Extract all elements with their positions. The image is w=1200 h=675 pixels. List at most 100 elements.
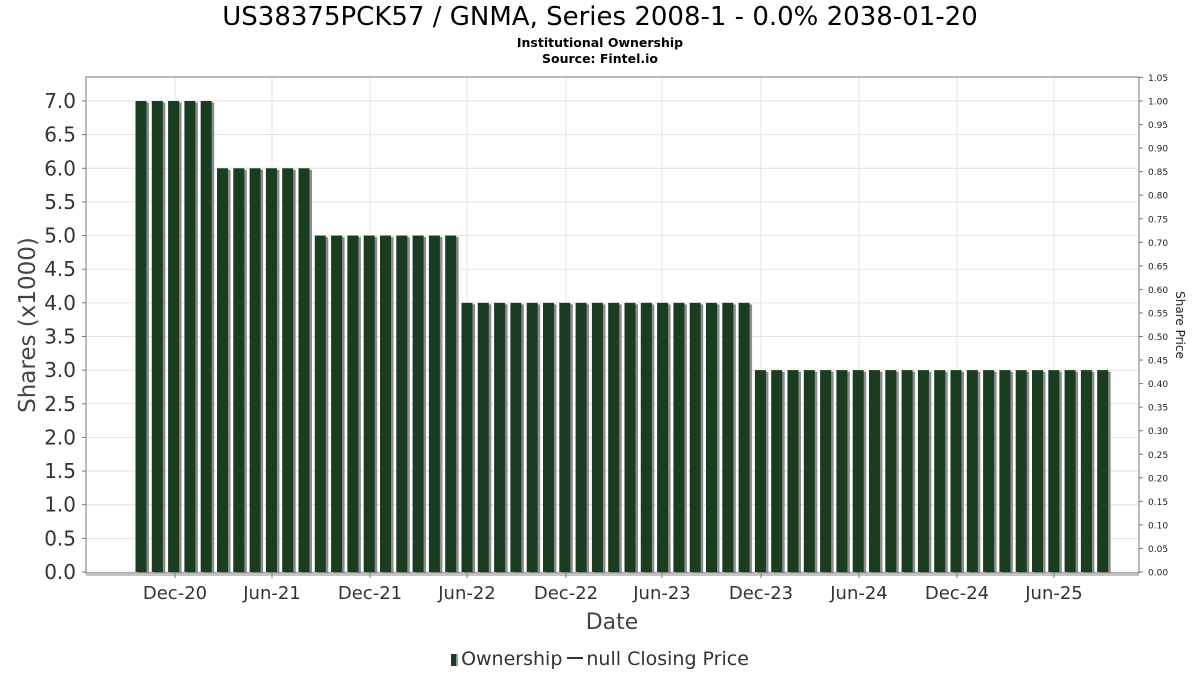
- ownership-bar: [591, 302, 603, 572]
- y-tick-label: 7.0: [44, 89, 76, 113]
- x-tick-label: Jun-23: [632, 583, 691, 604]
- y2-tick-label: 0.60: [1148, 286, 1168, 296]
- y2-tick-label: 0.25: [1148, 451, 1168, 461]
- y2-tick-label: 0.70: [1148, 239, 1168, 249]
- ownership-bar: [477, 302, 489, 572]
- x-tick-label: Dec-23: [729, 583, 793, 604]
- y2-tick-label: 1.05: [1148, 74, 1168, 84]
- ownership-bar: [412, 235, 424, 573]
- legend-ownership-label: Ownership: [461, 648, 563, 670]
- ownership-bar: [999, 370, 1011, 572]
- legend-ownership-swatch: [451, 654, 459, 666]
- x-axis-label: Date: [586, 610, 639, 635]
- ownership-bar: [331, 235, 343, 573]
- legend-price-line: [567, 657, 584, 659]
- y2-tick-label: 1.00: [1148, 98, 1168, 108]
- ownership-bar: [983, 370, 995, 572]
- y2-tick-label: 0.20: [1148, 474, 1168, 484]
- y2-tick-label: 0.40: [1148, 380, 1168, 390]
- y2-tick-label: 0.80: [1148, 192, 1168, 202]
- chart-title: US38375PCK57 / GNMA, Series 2008-1 - 0.0…: [222, 2, 978, 32]
- ownership-bar: [787, 370, 799, 572]
- ownership-bar: [836, 370, 848, 572]
- ownership-bar: [380, 235, 391, 573]
- y2-tick-label: 0.05: [1148, 545, 1168, 555]
- ownership-bar: [1064, 370, 1076, 572]
- ownership-bar: [1048, 370, 1060, 572]
- ownership-bar: [966, 370, 978, 572]
- x-tick-label: Jun-24: [829, 583, 888, 604]
- x-tick-label: Dec-20: [143, 583, 207, 604]
- y-tick-label: 5.0: [44, 224, 76, 248]
- x-tick-label: Dec-24: [925, 583, 989, 604]
- x-tick-label: Jun-22: [437, 583, 496, 604]
- ownership-bar: [885, 370, 897, 572]
- ownership-bar: [347, 235, 359, 573]
- y-axis: 0.0 0.5 1.0 1.5 2.0 2.5 3.0 3.5 4.0 4.5 5.0 5.5 6.0 6…: [44, 89, 86, 584]
- y2-axis-label: Share Price: [1173, 291, 1187, 359]
- chart-subtitle: Institutional Ownership: [516, 35, 684, 50]
- ownership-bar: [771, 370, 783, 572]
- ownership-bar: [1080, 370, 1092, 572]
- ownership-bar: [706, 302, 717, 572]
- y2-axis: 0.00 0.05 0.10 0.15 0.20 0.25 0.30 0.35 0.40 0.45…: [1139, 74, 1168, 579]
- ownership-bar: [722, 302, 734, 572]
- ownership-bar: [168, 101, 180, 572]
- ownership-bar: [1097, 370, 1109, 572]
- ownership-bar: [575, 302, 587, 572]
- y2-tick-label: 0.90: [1148, 145, 1168, 155]
- y2-tick-label: 0.85: [1148, 168, 1168, 178]
- x-axis: Dec-20 Jun-21 Dec-21 Jun-22 Dec-22 Jun-23 Dec-…: [86, 573, 1139, 604]
- ownership-bar: [135, 101, 147, 572]
- ownership-bar: [559, 302, 571, 572]
- ownership-bar: [608, 302, 620, 572]
- ownership-bar: [738, 302, 750, 572]
- y2-tick-label: 0.30: [1148, 427, 1168, 437]
- x-tick-label: Jun-25: [1024, 583, 1083, 604]
- ownership-bar: [624, 302, 636, 572]
- ownership-bar: [754, 370, 766, 572]
- y-tick-label: 4.5: [44, 257, 76, 281]
- y-tick-label: 2.0: [44, 425, 76, 449]
- chart-legend: Ownership null Closing Price: [0, 647, 1200, 671]
- ownership-bar: [363, 235, 375, 573]
- x-tick-label: Jun-21: [242, 583, 301, 604]
- ownership-bar: [428, 235, 440, 573]
- y2-tick-label: 0.75: [1148, 215, 1168, 225]
- ownership-bar: [217, 168, 228, 573]
- ownership-bar: [298, 168, 310, 573]
- ownership-bar: [1015, 370, 1027, 572]
- y2-tick-label: 0.55: [1148, 309, 1168, 319]
- ownership-bar: [917, 370, 929, 572]
- y-tick-label: 2.5: [44, 392, 76, 416]
- ownership-bar: [673, 302, 685, 572]
- ownership-bar: [396, 235, 408, 573]
- ownership-bar: [249, 168, 261, 573]
- y2-tick-label: 0.65: [1148, 262, 1168, 272]
- ownership-bar: [461, 302, 473, 572]
- x-tick-label: Dec-21: [338, 583, 402, 604]
- ownership-bar: [282, 168, 294, 573]
- ownership-bar: [803, 370, 815, 572]
- ownership-bar: [445, 235, 457, 573]
- y-tick-label: 4.0: [44, 291, 76, 315]
- y2-tick-label: 0.35: [1148, 404, 1168, 414]
- ownership-bar: [265, 168, 277, 573]
- ownership-bar: [852, 370, 864, 572]
- ownership-bar: [869, 370, 880, 572]
- ownership-bar: [901, 370, 913, 572]
- y-tick-label: 3.0: [44, 358, 76, 382]
- plot-frame: [85, 76, 1140, 574]
- y-tick-label: 1.0: [44, 493, 76, 517]
- ownership-bar: [657, 302, 669, 572]
- ownership-bar: [543, 302, 554, 572]
- y-tick-label: 0.5: [44, 526, 76, 550]
- y-tick-label: 6.5: [44, 123, 76, 147]
- ownership-bar: [1032, 370, 1043, 572]
- x-tick-label: Dec-22: [534, 583, 598, 604]
- y2-tick-label: 0.45: [1148, 357, 1168, 367]
- legend-price-label: null Closing Price: [586, 648, 749, 670]
- y2-tick-label: 0.95: [1148, 121, 1168, 131]
- y2-tick-label: 0.00: [1148, 569, 1168, 579]
